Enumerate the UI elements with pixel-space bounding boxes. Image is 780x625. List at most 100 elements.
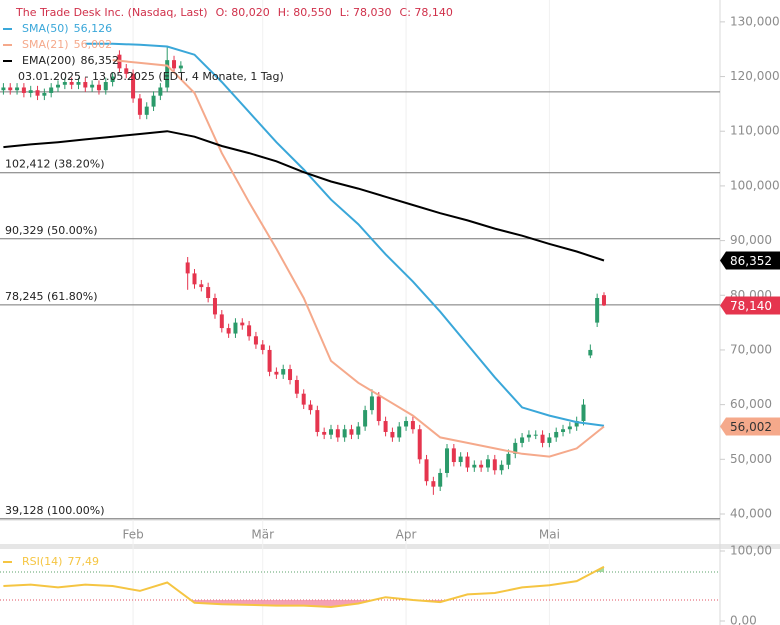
candle-body [349, 429, 354, 435]
candle-body [513, 442, 518, 454]
candle-body [240, 322, 245, 326]
candle-body [356, 426, 361, 435]
candle-body [172, 60, 177, 69]
candle-body [520, 437, 525, 443]
rsi-legend-value: 77,49 [67, 555, 99, 568]
candle-body [110, 76, 115, 83]
legend-value: 56,126 [74, 22, 113, 35]
candle-body [185, 262, 190, 274]
candle-body [301, 393, 306, 405]
ohlc-label: C: 78,140 [400, 6, 453, 19]
y-tick-label: 50,000 [730, 452, 772, 466]
candle-body [247, 325, 252, 337]
candle-body [376, 396, 381, 422]
x-tick-label: Mai [539, 528, 560, 542]
candle-body [212, 298, 217, 315]
ohlc-label: H: 80,550 [278, 6, 332, 19]
candle-body [540, 434, 545, 443]
y-tick-label: 120,000 [730, 69, 780, 83]
x-tick-label: Feb [122, 528, 143, 542]
candle-body [15, 87, 20, 91]
chart-title: The Trade Desk Inc. (Nasdaq, Last) [15, 6, 208, 19]
candle-body [206, 287, 211, 299]
candle-body [588, 349, 593, 356]
rsi-line [3, 565, 605, 609]
candle-body [397, 426, 402, 438]
candle-body [158, 87, 163, 96]
price-tag: 56,002 [730, 420, 772, 434]
candle-body [322, 431, 327, 435]
candle-body [465, 456, 470, 468]
candle-body [499, 464, 504, 471]
candle-body [42, 92, 47, 96]
candle-body [390, 431, 395, 438]
candle-body [342, 429, 347, 438]
candle-body [281, 369, 286, 375]
candle-body [144, 106, 149, 115]
rsi-tick-label: 0,00 [730, 614, 757, 625]
y-tick-label: 70,000 [730, 342, 772, 356]
y-tick-label: 110,000 [730, 124, 780, 138]
price-tag-bg [720, 296, 780, 315]
candle-body [76, 82, 81, 85]
rsi-oversold-fill [3, 600, 604, 607]
candle-body [274, 371, 279, 375]
candle-body [601, 295, 606, 306]
candle-body [137, 98, 142, 115]
candle-body [178, 65, 183, 69]
candle-body [526, 434, 531, 438]
candle-body [451, 448, 456, 463]
candle-body [404, 421, 409, 427]
y-tick-label: 130,000 [730, 14, 780, 28]
candle-body [547, 437, 552, 443]
y-tick-label: 100,000 [730, 178, 780, 192]
legend-label: SMA(21) [22, 38, 69, 51]
candle-body [567, 426, 572, 430]
candle-body [288, 369, 293, 381]
candle-body [492, 459, 497, 471]
candle-body [35, 90, 40, 96]
fib-label: 39,128 (100.00%) [5, 504, 105, 517]
candle-body [438, 472, 443, 487]
price-tag: 78,140 [730, 299, 772, 313]
legend-value: 86,352 [81, 54, 120, 67]
legend-label: SMA(50) [22, 22, 69, 35]
candle-body [28, 90, 33, 93]
y-tick-label: 40,000 [730, 506, 772, 520]
candle-body [424, 459, 429, 482]
candle-body [479, 464, 484, 468]
fib-label: 102,412 (38.20%) [5, 158, 105, 171]
candle-body [383, 421, 388, 432]
candle-body [192, 273, 197, 285]
candle-body [151, 95, 156, 107]
candle-body [533, 434, 538, 436]
candle-body [363, 410, 368, 427]
legend-value: 56,002 [74, 38, 113, 51]
candle-body [267, 349, 272, 372]
candle-body [315, 410, 320, 432]
candle-body [335, 429, 340, 438]
candle-body [62, 82, 67, 85]
candle-body [83, 82, 88, 88]
candle-body [561, 429, 566, 432]
y-tick-label: 90,000 [730, 233, 772, 247]
candle-body [417, 429, 422, 460]
candle-body [8, 87, 13, 91]
candle-body [260, 344, 265, 350]
y-tick-label: 60,000 [730, 397, 772, 411]
candle-body [574, 421, 579, 427]
candle-body [21, 87, 26, 93]
ohlc-label: L: 78,030 [340, 6, 392, 19]
candle-body [165, 60, 170, 88]
candle-body [506, 453, 511, 465]
candle-body [308, 404, 313, 411]
candle-body [131, 73, 136, 99]
candle-body [96, 84, 101, 91]
fib-label: 78,245 (61.80%) [5, 290, 98, 303]
candle-body [431, 481, 436, 487]
candle-body [410, 421, 415, 430]
candle-body [581, 404, 586, 422]
candle-body [294, 380, 299, 394]
rsi-tick-label: 100,00 [730, 544, 772, 558]
price-tag: 86,352 [730, 254, 772, 268]
